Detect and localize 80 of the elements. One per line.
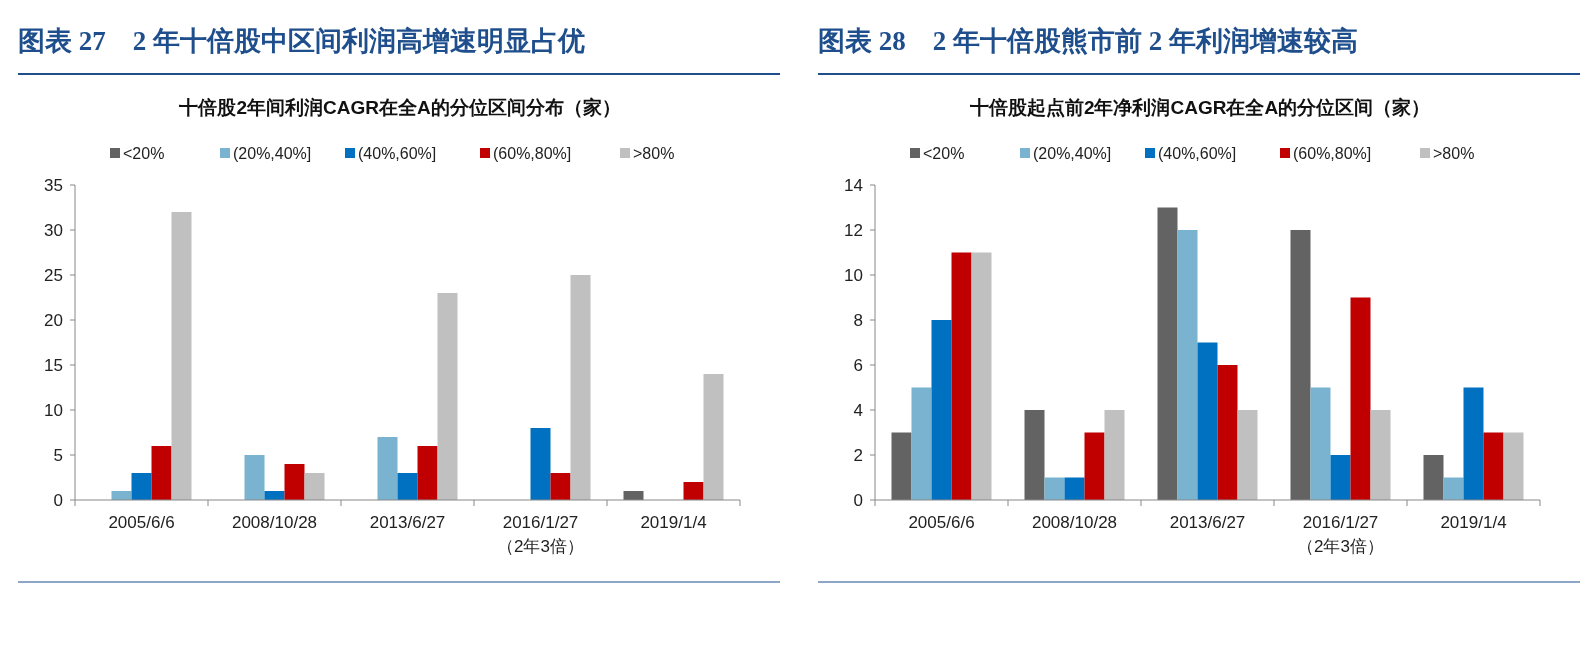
legend-label: <20% [123,145,165,162]
legend-label: <20% [923,145,965,162]
bar [683,482,704,500]
bar [570,275,591,500]
bar [951,252,972,500]
bar [1463,387,1484,500]
bar [1483,432,1504,500]
x-tick-label: 2005/6/6 [908,513,975,532]
chart-subtitle: 十倍股起点前2年净利润CAGR在全A的分位区间（家） [968,97,1431,118]
legend-label: (20%,40%] [233,145,312,162]
y-tick-label: 12 [844,221,863,240]
bar [1177,230,1198,500]
x-tick-label: 2008/10/28 [231,513,318,532]
y-tick-label: 0 [853,491,863,510]
x-tick-label: 2013/6/27 [369,513,446,532]
bar [397,473,418,500]
y-tick-label: 2 [853,446,863,465]
bar [284,464,305,500]
y-tick-label: 5 [53,446,63,465]
bar [1197,342,1218,500]
y-tick-label: 0 [53,491,63,510]
bar [1157,207,1178,500]
y-tick-label: 35 [44,176,63,195]
bar [703,374,724,500]
bar [1503,432,1524,500]
y-tick-label: 25 [44,266,63,285]
bar [304,473,325,500]
bar [1104,410,1125,500]
x-tick-label: 2019/1/4 [1440,513,1507,532]
legend-label: (60%,80%] [1293,145,1372,162]
y-tick-label: 14 [844,176,863,195]
bar [1084,432,1105,500]
bar [530,428,551,500]
x-tick-label: 2013/6/27 [1169,513,1246,532]
y-tick-label: 10 [44,401,63,420]
y-tick-label: 6 [853,356,863,375]
bar [1024,410,1045,500]
legend-label: >80% [633,145,675,162]
bar [437,293,458,500]
bar [1290,230,1311,500]
chart-subtitle: 十倍股2年间利润CAGR在全A的分位区间分布（家） [178,97,621,118]
x-tick-label: 2016/1/27 （2年3倍） [1297,513,1384,556]
x-tick-label: 2016/1/27 （2年3倍） [497,513,584,556]
legend-label: >80% [1433,145,1475,162]
chart-title: 图表 27 2 年十倍股中区间利润高增速明显占优 [18,26,585,56]
bar [377,437,398,500]
bar [244,455,265,500]
y-tick-label: 4 [853,401,863,420]
bar [151,446,172,500]
bar [1044,477,1065,500]
bar [1217,365,1238,500]
bar [1310,387,1331,500]
y-tick-label: 30 [44,221,63,240]
bar [971,252,992,500]
bar [1350,297,1371,500]
y-tick-label: 15 [44,356,63,375]
bar [131,473,152,500]
bar [911,387,932,500]
y-tick-label: 10 [844,266,863,285]
legend-label: (60%,80%] [493,145,572,162]
y-tick-label: 8 [853,311,863,330]
bar [1423,455,1444,500]
y-tick-label: 20 [44,311,63,330]
legend-label: (20%,40%] [1033,145,1112,162]
bar [550,473,571,500]
bar [1370,410,1391,500]
bar [1443,477,1464,500]
bar [931,320,952,500]
x-tick-label: 2019/1/4 [640,513,707,532]
bar [1330,455,1351,500]
bar [1237,410,1258,500]
bar [891,432,912,500]
legend-label: (40%,60%] [1158,145,1237,162]
chart-title: 图表 28 2 年十倍股熊市前 2 年利润增速较高 [818,26,1358,56]
bar [171,212,192,500]
bar [1064,477,1085,500]
bar [417,446,438,500]
x-tick-label: 2005/6/6 [108,513,175,532]
legend-label: (40%,60%] [358,145,437,162]
x-tick-label: 2008/10/28 [1031,513,1118,532]
